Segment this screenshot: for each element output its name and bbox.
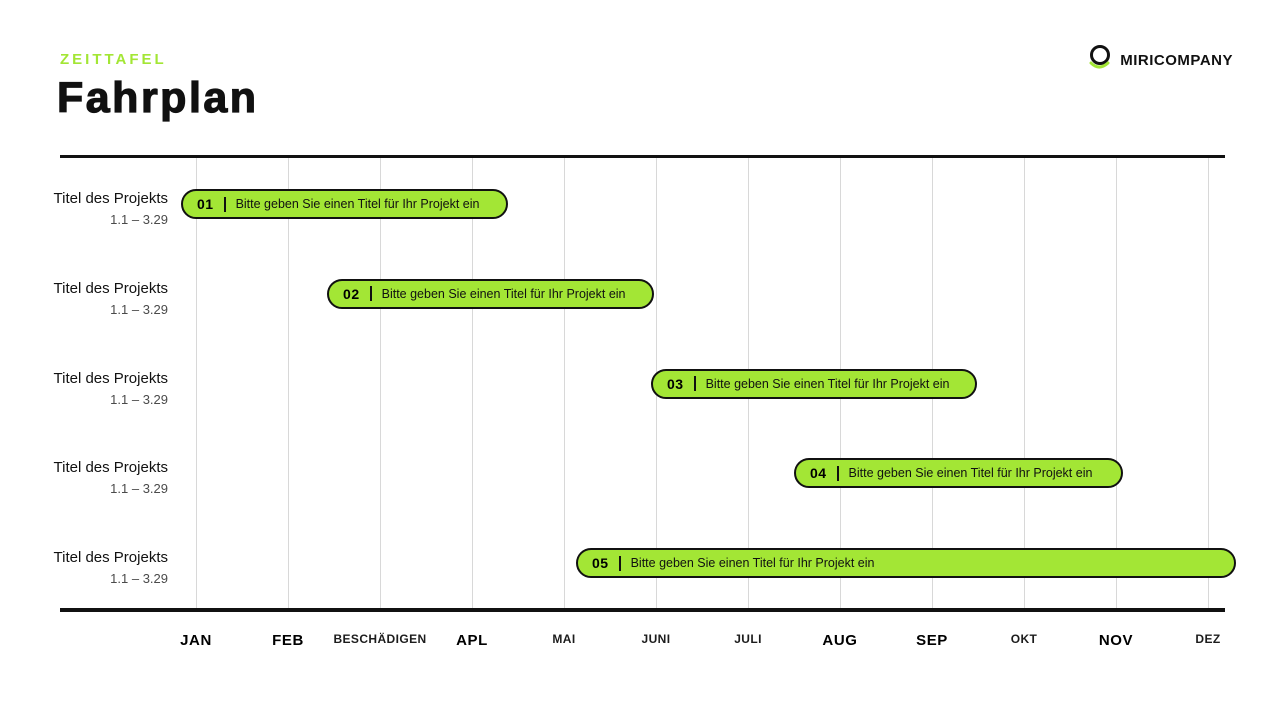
divider — [618, 555, 621, 571]
task-placeholder-text[interactable]: Bitte geben Sie einen Titel für Ihr Proj… — [630, 556, 875, 570]
month-label: FEB — [272, 632, 304, 649]
divider — [693, 376, 696, 391]
gridline — [288, 158, 289, 608]
project-row-label: Titel des Projekts 1.1 – 3.29 — [36, 190, 169, 227]
gridline — [1024, 158, 1025, 608]
project-title: Titel des Projekts — [53, 369, 169, 387]
divider — [223, 196, 226, 212]
project-dates: 1.1 – 3.29 — [110, 212, 168, 227]
month-label: BESCHÄDIGEN — [333, 632, 427, 646]
task-placeholder-text[interactable]: Bitte geben Sie einen Titel für Ihr Proj… — [848, 466, 1093, 481]
task-number: 05 — [592, 555, 609, 571]
task-number: 03 — [667, 375, 684, 392]
task-number: 01 — [196, 196, 214, 212]
month-label: APL — [456, 632, 488, 649]
gridline — [380, 158, 381, 608]
project-title: Titel des Projekts — [53, 459, 169, 477]
gridline — [196, 158, 197, 608]
project-dates: 1.1 – 3.29 — [110, 481, 168, 497]
gridline — [1116, 158, 1117, 608]
brand-name: MIRICOMPANY — [1120, 52, 1233, 69]
task-bar-04[interactable]: 04 Bitte geben Sie einen Titel für Ihr Pr… — [793, 458, 1123, 489]
project-row-label: Titel des Projekts 1.1 – 3.29 — [36, 279, 169, 317]
page-title: Fahrplan — [56, 73, 259, 122]
brand-logo: MIRICOMPANY — [1087, 44, 1233, 77]
month-label: SEP — [916, 632, 948, 649]
project-dates: 1.1 – 3.29 — [110, 571, 168, 586]
month-label: MAI — [552, 632, 576, 646]
task-number: 02 — [343, 285, 360, 302]
month-label: JAN — [180, 632, 212, 649]
top-axis-line — [60, 155, 1225, 158]
project-dates: 1.1 – 3.29 — [110, 391, 168, 407]
month-label: JUNI — [641, 632, 671, 646]
task-bar-03[interactable]: 03 Bitte geben Sie einen Titel für Ihr Pr… — [651, 368, 978, 399]
divider — [369, 286, 372, 302]
task-bar-05[interactable]: 05 Bitte geben Sie einen Titel für Ihr Pr… — [576, 548, 1236, 578]
gridline — [472, 158, 473, 608]
task-bar-01[interactable]: 01 Bitte geben Sie einen Titel für Ihr Pr… — [180, 189, 509, 219]
task-placeholder-text[interactable]: Bitte geben Sie einen Titel für Ihr Proj… — [705, 376, 950, 391]
project-row-label: Titel des Projekts 1.1 – 3.29 — [36, 369, 169, 407]
project-row-label: Titel des Projekts 1.1 – 3.29 — [36, 549, 169, 586]
task-placeholder-text[interactable]: Bitte geben Sie einen Titel für Ihr Proj… — [235, 197, 480, 211]
project-dates: 1.1 – 3.29 — [110, 301, 168, 317]
gridline — [564, 158, 565, 608]
task-placeholder-text[interactable]: Bitte geben Sie einen Titel für Ihr Proj… — [381, 286, 626, 301]
project-title: Titel des Projekts — [53, 549, 169, 566]
month-label: AUG — [822, 632, 858, 649]
eyebrow-label: ZEITTAFEL — [60, 51, 167, 68]
project-title: Titel des Projekts — [53, 190, 169, 207]
month-label: DEZ — [1195, 632, 1221, 646]
project-row-label: Titel des Projekts 1.1 – 3.29 — [36, 459, 169, 497]
company-logo-icon — [1087, 44, 1113, 77]
divider — [836, 465, 839, 481]
month-label: OKT — [1010, 632, 1038, 646]
task-bar-02[interactable]: 02 Bitte geben Sie einen Titel für Ihr Pr… — [327, 278, 655, 309]
month-label: JULI — [734, 632, 762, 646]
gridline — [1208, 158, 1209, 608]
task-number: 04 — [809, 465, 827, 482]
bottom-axis-line — [60, 608, 1225, 612]
month-label: NOV — [1098, 632, 1134, 649]
project-title: Titel des Projekts — [53, 279, 169, 297]
